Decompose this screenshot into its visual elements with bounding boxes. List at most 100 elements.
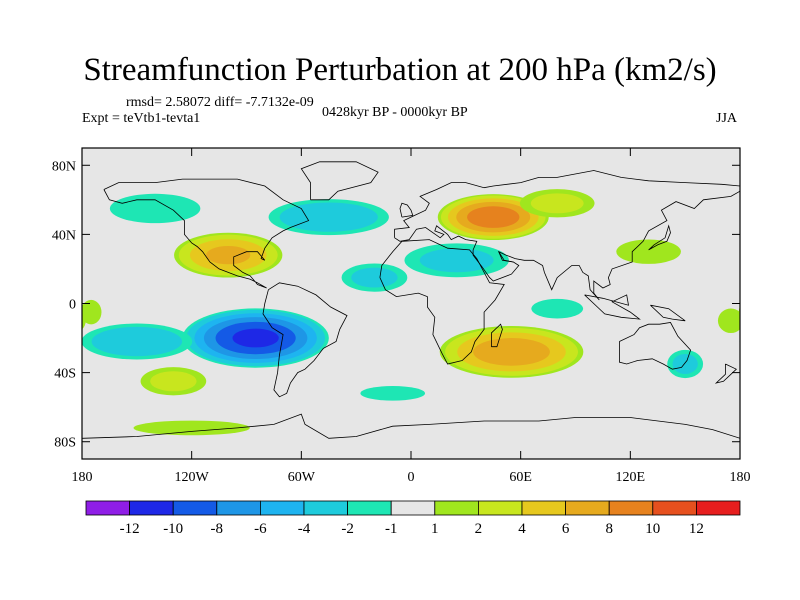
contour-level (82, 299, 102, 325)
colorbar-swatch (696, 500, 741, 516)
anomaly-south-atlantic-low (360, 386, 426, 401)
coastlines (82, 161, 740, 439)
streamfunction-field (82, 189, 740, 436)
coastline-new-zealand (714, 363, 737, 384)
contour-level (467, 206, 520, 228)
colorbar-label: -10 (163, 521, 183, 537)
coastline-australia (619, 322, 692, 370)
contour-level (531, 298, 584, 319)
colorbar-label: -6 (254, 521, 267, 537)
anomaly-north-atlantic-low (268, 199, 389, 236)
contour-level (360, 386, 426, 401)
coastline-arabian-gulf-coast (498, 251, 514, 263)
lat-tick-label: 80S (54, 436, 76, 451)
colorbar-swatch (129, 500, 174, 516)
anomaly-gulf-of-mexico-high (174, 232, 283, 278)
coastline-greenland (300, 161, 379, 201)
contour-level (279, 202, 378, 232)
contour-level (206, 245, 251, 265)
coastline-indonesia (584, 294, 641, 320)
lat-tick-label: 0 (69, 298, 76, 313)
coastline-eurasia (394, 170, 740, 301)
colorbar-swatch (303, 500, 348, 516)
contour-level (672, 353, 698, 374)
lon-tick-label: 60W (288, 470, 316, 485)
anomaly-tropical-atlantic-low (341, 263, 408, 292)
colorbar-label: 2 (475, 521, 483, 537)
lon-tick-label: 0 (408, 470, 415, 485)
colorbar-swatch (216, 500, 261, 516)
contour-level (739, 338, 740, 345)
colorbar-swatch (434, 500, 479, 516)
contour-level (351, 267, 398, 288)
plot-area (82, 148, 740, 459)
coastline-south-america (262, 282, 348, 398)
colorbar-swatch (521, 500, 566, 516)
colorbar-label: -12 (120, 521, 140, 537)
colorbar-label: 12 (689, 521, 704, 537)
coastline-japan (648, 224, 671, 251)
coastline-britain (399, 202, 414, 218)
anomaly-northern-asia-high (519, 189, 595, 218)
colorbar-swatch (477, 500, 523, 516)
anomaly-north-africa-low (404, 243, 509, 278)
colorbar-label: 10 (645, 521, 660, 537)
colorbar-label: -2 (341, 521, 354, 537)
colorbar-label: 8 (605, 521, 613, 537)
colorbar-swatch (565, 500, 610, 516)
colorbar-label: -4 (298, 521, 311, 537)
colorbar-label: -8 (211, 521, 224, 537)
coastline-new-guinea (650, 304, 686, 322)
lon-tick-label: 180 (72, 470, 93, 485)
lon-tick-label: 60E (509, 470, 532, 485)
contour-level (738, 306, 740, 318)
colorbar-swatch (608, 500, 654, 516)
contour-level (133, 420, 250, 436)
colorbar-swatch (172, 500, 218, 516)
anomaly-australia-low (667, 349, 704, 379)
anomaly-south-america-low (182, 308, 329, 368)
experiment-label: Expt = teVtb1-tevta1 (82, 111, 201, 126)
colorbar-swatch (652, 500, 697, 516)
anomaly-south-pacific-low (82, 323, 740, 360)
contour-level (232, 328, 279, 348)
lat-tick-label: 80N (52, 159, 76, 174)
contour-level (717, 308, 740, 333)
coastline-madagascar (491, 323, 503, 348)
lon-tick-label: 120E (616, 470, 646, 485)
colorbar-swatch (259, 500, 305, 516)
contour-level (530, 193, 584, 214)
anomaly-east-asia-high (616, 239, 681, 264)
figure-title: Streamfunction Perturbation at 200 hPa (… (83, 52, 717, 88)
coastline-north-america (103, 178, 310, 289)
colorbar-swatch (85, 500, 130, 516)
contour-level (150, 371, 197, 392)
contour-level (109, 193, 201, 224)
colorbar-swatch (347, 500, 392, 516)
lat-tick-label: 40N (52, 228, 76, 243)
coastline-africa (379, 239, 505, 365)
colorbar: -12 -10 -8 -6 -4 -2 -1 1 2 4 6 8 10 12 (85, 500, 741, 537)
period-label: 0428kyr BP - 0000kyr BP (322, 105, 468, 120)
colorbar-label: 4 (518, 521, 526, 537)
colorbar-label: -1 (385, 521, 398, 537)
stats-line: rmsd= 2.58072 diff= -7.7132e-09 (126, 95, 314, 110)
colorbar-label: 6 (562, 521, 570, 537)
lon-tick-label: 120W (175, 470, 210, 485)
anomaly-southern-africa-high (439, 326, 584, 378)
coastline-antarctica (82, 413, 740, 439)
anomaly-east-pacific-high (140, 367, 207, 396)
contour-level (616, 239, 681, 264)
season-label: JJA (716, 111, 738, 126)
colorbar-label: 1 (431, 521, 439, 537)
colorbar-swatch (390, 500, 436, 516)
anomaly-indian-ocean-low (531, 298, 584, 319)
lon-tick-label: 180 (730, 470, 751, 485)
anomaly-southern-ocean-high (133, 420, 250, 436)
axes: 80N 40N 0 40S 80S 180 120W 60W 0 60E 120E 180 (52, 148, 751, 485)
contour-level (91, 326, 183, 357)
lat-tick-label: 40S (54, 367, 76, 382)
contour-level (473, 338, 550, 366)
